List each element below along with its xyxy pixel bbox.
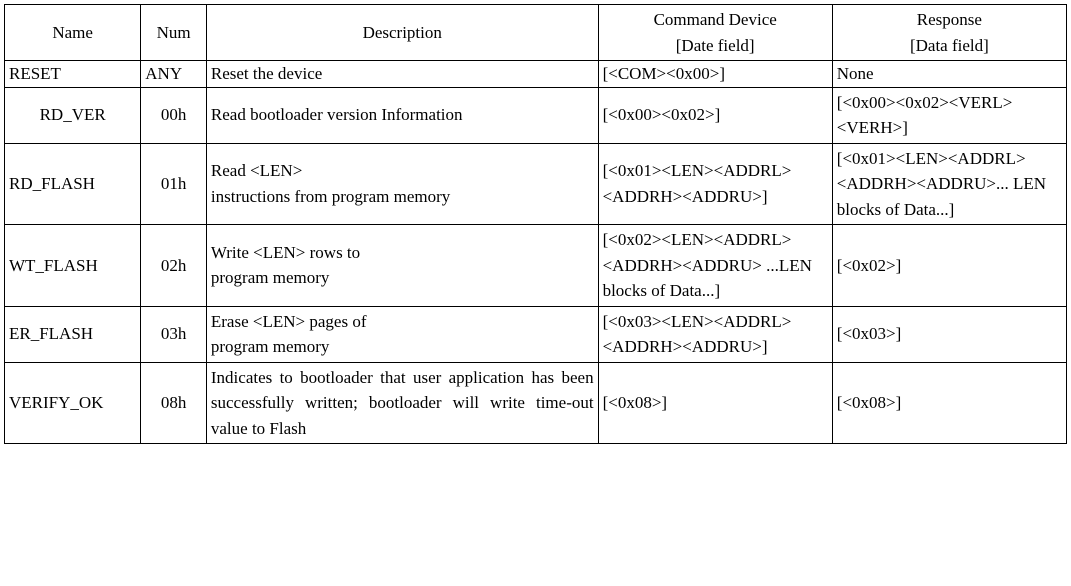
header-response: Response [Data field] <box>832 5 1066 61</box>
table-row: RD_VER00hRead bootloader version Informa… <box>5 87 1067 143</box>
cell-name: RD_VER <box>5 87 141 143</box>
header-name: Name <box>5 5 141 61</box>
cell-command: [<0x03><LEN><ADDRL><ADDRH><ADDRU>] <box>598 306 832 362</box>
cell-description: Write <LEN> rows toprogram memory <box>206 225 598 307</box>
header-command-device: Command Device [Date field] <box>598 5 832 61</box>
cell-description: Erase <LEN> pages ofprogram memory <box>206 306 598 362</box>
cell-num: 03h <box>141 306 207 362</box>
table-row: WT_FLASH02hWrite <LEN> rows toprogram me… <box>5 225 1067 307</box>
cell-command: [<COM><0x00>] <box>598 61 832 88</box>
header-description: Description <box>206 5 598 61</box>
cell-response: [<0x00><0x02><VERL> <VERH>] <box>832 87 1066 143</box>
cell-name: ER_FLASH <box>5 306 141 362</box>
cell-response: None <box>832 61 1066 88</box>
cell-description: Reset the device <box>206 61 598 88</box>
cell-description: Read <LEN>instructions from program memo… <box>206 143 598 225</box>
cell-num: ANY <box>141 61 207 88</box>
cell-description: Read bootloader version Information <box>206 87 598 143</box>
table-header: Name Num Description Command Device [Dat… <box>5 5 1067 61</box>
table-row: VERIFY_OK08hIndicates to bootloader that… <box>5 362 1067 444</box>
header-cmd-line2: [Date field] <box>676 36 755 55</box>
table-row: RESETANYReset the device[<COM><0x00>]Non… <box>5 61 1067 88</box>
cell-response: [<0x08>] <box>832 362 1066 444</box>
bootloader-commands-table: Name Num Description Command Device [Dat… <box>4 4 1067 444</box>
cell-response: [<0x01><LEN><ADDRL> <ADDRH><ADDRU>... LE… <box>832 143 1066 225</box>
cell-name: RD_FLASH <box>5 143 141 225</box>
cell-num: 02h <box>141 225 207 307</box>
cell-command: [<0x08>] <box>598 362 832 444</box>
header-resp-line1: Response <box>917 10 982 29</box>
cell-num: 01h <box>141 143 207 225</box>
cell-command: [<0x01><LEN><ADDRL><ADDRH><ADDRU>] <box>598 143 832 225</box>
header-num: Num <box>141 5 207 61</box>
cell-name: WT_FLASH <box>5 225 141 307</box>
cell-response: [<0x03>] <box>832 306 1066 362</box>
cell-name: RESET <box>5 61 141 88</box>
table-row: RD_FLASH01hRead <LEN>instructions from p… <box>5 143 1067 225</box>
cell-num: 00h <box>141 87 207 143</box>
table-row: ER_FLASH03hErase <LEN> pages ofprogram m… <box>5 306 1067 362</box>
header-resp-line2: [Data field] <box>910 36 989 55</box>
cell-name: VERIFY_OK <box>5 362 141 444</box>
cell-command: [<0x02><LEN><ADDRL><ADDRH><ADDRU> ...LEN… <box>598 225 832 307</box>
table-body: RESETANYReset the device[<COM><0x00>]Non… <box>5 61 1067 444</box>
header-cmd-line1: Command Device <box>654 10 777 29</box>
cell-num: 08h <box>141 362 207 444</box>
cell-response: [<0x02>] <box>832 225 1066 307</box>
cell-description: Indicates to bootloader that user applic… <box>206 362 598 444</box>
cell-command: [<0x00><0x02>] <box>598 87 832 143</box>
